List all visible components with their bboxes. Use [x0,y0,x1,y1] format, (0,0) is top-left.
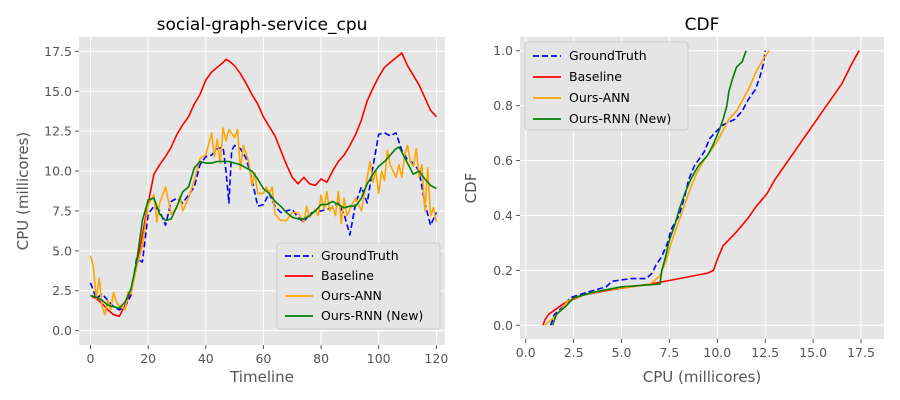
legend-label-baseline-cdf: Baseline [569,69,622,84]
x-tick-label: 100 [367,351,391,366]
x-tick-label: 20 [140,351,156,366]
y-tick-label: 0.2 [493,263,513,278]
x-tick-label: 120 [424,351,448,366]
y-tick-label: 0.0 [52,323,72,338]
series-cdf [542,50,860,326]
y-tick-label: 15.0 [44,84,72,99]
x-tick-label: 10.0 [703,345,731,360]
x-tick-label: 15.0 [799,345,827,360]
x-tick-label: 80 [313,351,329,366]
x-tick-label: 0 [87,351,95,366]
ticks-timeline: 0 20 40 60 80 100 120 0.0 2.5 5.0 7.5 10.0 12.5 15.0 1… [44,44,448,366]
y-axis-label-cdf: CDF [462,173,480,204]
x-tick-label: 2.5 [564,345,584,360]
legend-label-ours-ann-cdf: Ours-ANN [569,90,630,105]
panel-timeline: 0 20 40 60 80 100 120 0.0 2.5 5.0 7.5 10.0 12.5 15.0 1… [14,15,448,386]
series-line-ours-rnn-new-cdf [551,50,747,326]
chart-title-timeline: social-graph-service_cpu [157,15,368,35]
panel-cdf: 0.0 2.5 5.0 7.5 10.0 12.5 15.0 17.5 0.0 0.2 0.4 0.6… [462,15,884,386]
series-line-groundtruth-timeline [89,132,438,311]
series-line-ours-rnn-new-timeline [90,146,437,310]
y-tick-label: 0.6 [493,153,513,168]
x-tick-label: 5.0 [612,345,632,360]
y-tick-label: 0.8 [493,98,513,113]
legend-label-groundtruth-cdf: GroundTruth [569,48,647,63]
legend-box-cdf [524,41,689,131]
series-line-ours-ann-timeline [89,127,438,316]
x-tick-label: 7.5 [659,345,679,360]
chart-title-cdf: CDF [685,15,720,35]
x-tick-label: 0.0 [516,345,536,360]
x-axis-label-timeline: Timeline [229,368,294,386]
y-tick-label: 0.0 [493,318,513,333]
y-tick-label: 10.0 [44,164,72,179]
legend-cdf: GroundTruth Baseline Ours-ANN Ours-RNN (… [524,41,689,131]
y-tick-label: 12.5 [44,124,72,139]
x-tick-label: 40 [198,351,214,366]
x-axis-label-cdf: CPU (millicores) [643,368,762,386]
y-tick-label: 2.5 [52,283,72,298]
legend-label-groundtruth: GroundTruth [321,248,399,263]
y-tick-label: 0.4 [493,208,513,223]
y-tick-label: 1.0 [493,43,513,58]
y-tick-label: 7.5 [52,203,72,218]
legend-timeline: GroundTruth Baseline Ours-ANN Ours-RNN (… [276,242,441,330]
x-tick-label: 12.5 [751,345,779,360]
y-axis-label-timeline: CPU (millicores) [14,132,32,251]
series-line-groundtruth-cdf [549,50,766,326]
x-tick-label: 60 [255,351,271,366]
legend-label-ours-ann: Ours-ANN [321,288,382,303]
legend-label-ours-rnn: Ours-RNN (New) [321,308,423,323]
series-timeline [89,52,438,318]
ticks-cdf: 0.0 2.5 5.0 7.5 10.0 12.5 15.0 17.5 0.0 0.2 0.4 0.6… [493,43,875,360]
legend-box-timeline [276,242,441,330]
series-line-baseline-timeline [90,52,437,318]
y-tick-label: 17.5 [44,44,72,59]
x-tick-label: 17.5 [847,345,875,360]
legend-label-baseline: Baseline [321,268,374,283]
y-tick-label: 5.0 [52,243,72,258]
legend-label-ours-rnn-cdf: Ours-RNN (New) [569,111,671,126]
